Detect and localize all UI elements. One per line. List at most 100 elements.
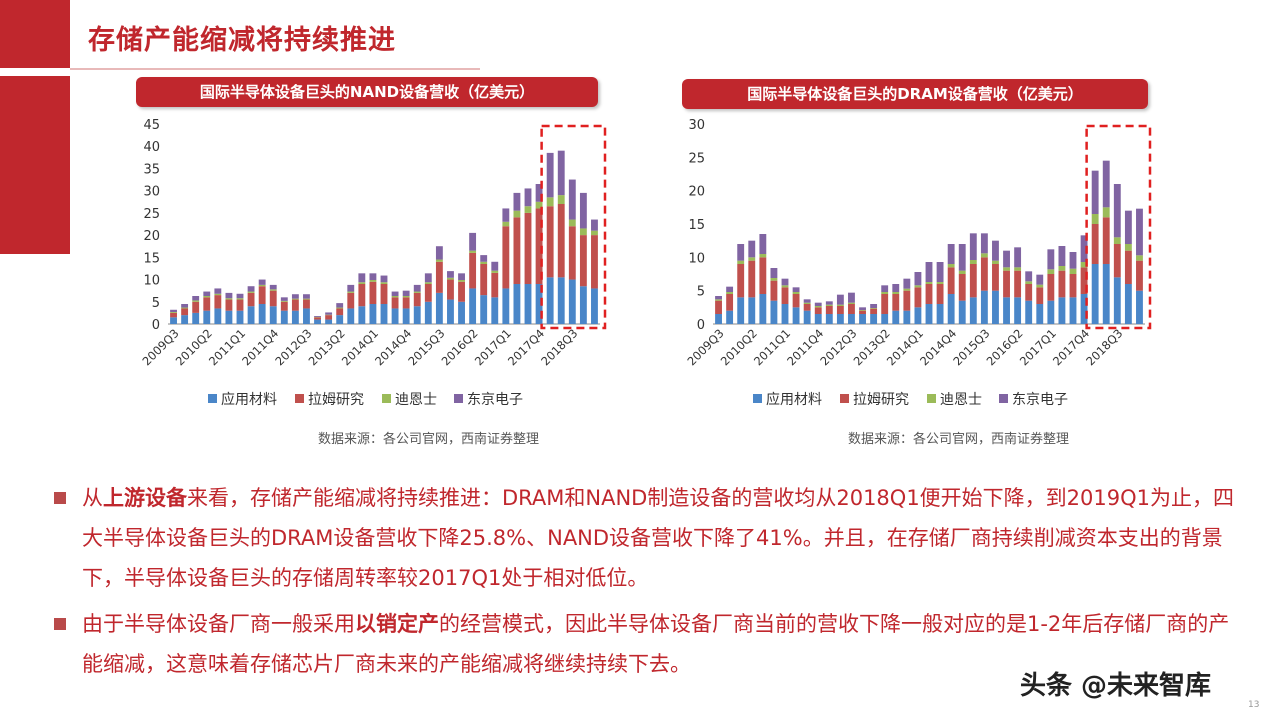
footer-watermark: 头条 @未来智库 xyxy=(1020,671,1212,701)
nand-legend-swatch xyxy=(382,394,391,403)
dram-bar-segment xyxy=(870,304,878,308)
dram-bar-segment xyxy=(903,310,911,324)
dram-y-tick-label: 25 xyxy=(688,151,705,166)
dram-bar-segment xyxy=(992,240,999,261)
nand-bar-segment xyxy=(447,277,454,280)
nand-legend-label: 东京电子 xyxy=(467,392,523,408)
nand-bar-segment xyxy=(546,206,554,278)
nand-bar-segment xyxy=(579,235,587,287)
dram-bar-segment xyxy=(980,257,988,291)
nand-bar-segment xyxy=(170,317,177,324)
dram-bar-segment xyxy=(914,307,922,324)
dram-bar-segment xyxy=(781,287,789,304)
dram-legend-swatch xyxy=(999,394,1008,403)
dram-bar-segment xyxy=(1091,224,1099,264)
nand-bar-segment xyxy=(170,312,177,313)
nand-bar-segment xyxy=(480,255,488,262)
dram-bar-segment xyxy=(781,304,789,324)
nand-bar-segment xyxy=(214,308,222,324)
dram-bar-segment xyxy=(770,278,778,281)
nand-bar-segment xyxy=(280,300,288,302)
dram-bar-segment xyxy=(992,290,999,324)
nand-bar-segment xyxy=(380,304,388,324)
dram-bar-segment xyxy=(1069,297,1077,324)
dram-bar-segment xyxy=(726,292,734,294)
dram-bar-segment xyxy=(914,287,922,308)
dram-bar-segment xyxy=(748,297,756,324)
dram-bar-segment xyxy=(958,300,966,324)
dram-bar-segment xyxy=(715,299,722,301)
dram-bar-segment xyxy=(914,285,922,288)
bullet1-bold: 上游设备 xyxy=(103,486,187,510)
dram-bar-segment xyxy=(936,282,944,284)
nand-bar-segment xyxy=(591,288,598,324)
dram-bar-segment xyxy=(958,244,966,271)
dram-bar-segment xyxy=(792,294,800,308)
dram-bar-segment xyxy=(759,257,767,294)
dram-bar-segment xyxy=(1124,244,1132,251)
nand-y-tick-label: 5 xyxy=(152,296,160,311)
nand-bar-segment xyxy=(358,284,366,307)
bullet2-text-b: 的经营模式，因此半导体设备厂商当前的营收下降一般对应的是1-2年后存储厂商的产能… xyxy=(82,612,1230,676)
nand-bar-segment xyxy=(280,297,288,301)
nand-legend-label: 应用材料 xyxy=(221,391,277,408)
nand-legend-swatch xyxy=(208,394,217,403)
title-underline xyxy=(70,68,480,70)
nand-chart-banner: 国际半导体设备巨头的NAND设备营收（亿美元） xyxy=(136,77,598,107)
dram-bar-segment xyxy=(947,264,955,268)
dram-bar-segment xyxy=(737,244,745,261)
dram-bar-segment xyxy=(1136,208,1143,256)
nand-bar-segment xyxy=(280,310,288,324)
dram-bar-segment xyxy=(848,304,855,314)
dram-bar-segment xyxy=(848,302,855,304)
bullet-upstream-equipment: 从上游设备来看，存储产能缩减将持续推进：DRAM和NAND制造设备的营收均从20… xyxy=(50,478,1250,598)
nand-bar-segment xyxy=(303,299,310,309)
dram-bar-segment xyxy=(859,307,866,310)
dram-bar-segment xyxy=(1036,304,1044,324)
dram-bar-segment xyxy=(1036,287,1044,304)
dram-bar-segment xyxy=(969,233,977,260)
dram-bar-segment xyxy=(814,306,822,308)
dram-bar-segment xyxy=(881,314,889,324)
dram-bar-segment xyxy=(881,292,889,294)
nand-bar-segment xyxy=(269,284,277,290)
dram-bar-segment xyxy=(1003,250,1010,268)
bullet-square-icon xyxy=(54,618,66,630)
nand-bar-segment xyxy=(402,297,410,309)
nand-bar-segment xyxy=(280,301,288,311)
dram-bar-segment xyxy=(803,302,811,304)
dram-bar-segment xyxy=(1102,264,1110,324)
nand-bar-segment xyxy=(535,208,543,284)
nand-bar-segment xyxy=(391,291,399,296)
dram-bar-segment xyxy=(936,284,944,304)
nand-bar-segment xyxy=(568,279,576,324)
nand-y-tick-label: 30 xyxy=(143,185,160,200)
nand-bar-segment xyxy=(225,298,233,300)
dram-bar-segment xyxy=(748,260,756,298)
dram-bar-segment xyxy=(715,296,722,300)
nand-bar-segment xyxy=(336,315,344,324)
dram-bar-segment xyxy=(1014,270,1022,298)
nand-source-note: 数据来源：各公司官网，西南证券整理 xyxy=(318,432,540,447)
nand-bar-segment xyxy=(469,288,477,324)
nand-bar-segment xyxy=(258,284,266,287)
nand-bar-segment xyxy=(247,292,255,307)
dram-bar-segment xyxy=(892,284,900,292)
nand-bar-segment xyxy=(579,286,587,324)
dram-bar-segment xyxy=(1025,284,1033,301)
page-number: 13 xyxy=(1248,700,1260,710)
nand-bar-segment xyxy=(258,279,266,285)
dram-bar-segment xyxy=(969,297,977,324)
dram-bar-segment xyxy=(947,267,955,294)
nand-bar-segment xyxy=(469,252,477,289)
nand-bar-segment xyxy=(435,261,443,293)
nand-bar-segment xyxy=(513,192,521,211)
nand-bar-segment xyxy=(502,208,510,222)
dram-bar-segment xyxy=(1124,284,1132,324)
nand-bar-segment xyxy=(447,279,454,300)
dram-bar-segment xyxy=(892,294,900,311)
dram-bar-segment xyxy=(1025,281,1033,284)
nand-bar-segment xyxy=(347,292,355,309)
dram-bar-segment xyxy=(969,264,977,298)
dram-bar-segment xyxy=(1080,262,1088,268)
